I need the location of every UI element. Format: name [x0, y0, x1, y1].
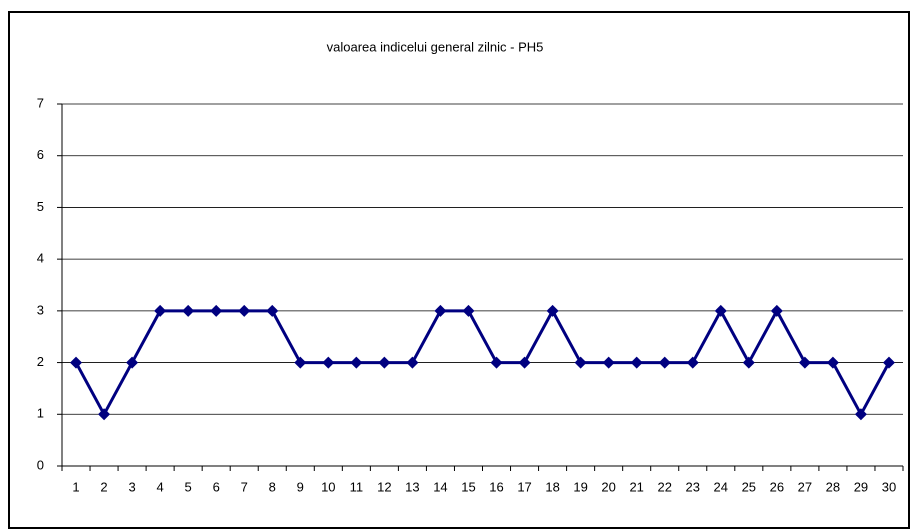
x-tick-label: 14: [433, 479, 447, 494]
point-marker: [182, 304, 195, 317]
y-tick-label: 5: [37, 199, 44, 214]
point-marker: [742, 356, 755, 369]
x-tick-label: 17: [517, 479, 531, 494]
point-marker: [826, 356, 839, 369]
x-tick-label: 19: [573, 479, 587, 494]
x-tick-label: 4: [156, 479, 163, 494]
point-marker: [406, 356, 419, 369]
point-marker: [630, 356, 643, 369]
y-tick-label: 6: [37, 147, 44, 162]
y-tick-label: 2: [37, 354, 44, 369]
x-tick-label: 18: [545, 479, 559, 494]
x-tick-label: 23: [686, 479, 700, 494]
point-marker: [686, 356, 699, 369]
point-marker: [126, 356, 139, 369]
point-marker: [546, 304, 559, 317]
x-tick-label: 2: [100, 479, 107, 494]
point-marker: [602, 356, 615, 369]
point-marker: [98, 408, 111, 421]
x-tick-label: 20: [601, 479, 615, 494]
y-tick-label: 0: [37, 457, 44, 472]
x-tick-label: 11: [350, 479, 364, 494]
x-tick-label: 9: [297, 479, 304, 494]
point-marker: [770, 304, 783, 317]
x-tick-label: 5: [185, 479, 192, 494]
x-tick-label: 12: [377, 479, 391, 494]
x-tick-label: 27: [798, 479, 812, 494]
point-marker: [378, 356, 391, 369]
y-tick-label: 3: [37, 302, 44, 317]
y-tick-label: 4: [37, 251, 44, 266]
x-tick-label: 1: [72, 479, 79, 494]
chart-frame: [8, 11, 910, 529]
x-tick-label: 8: [269, 479, 276, 494]
x-tick-label: 30: [882, 479, 896, 494]
point-marker: [574, 356, 587, 369]
point-marker: [462, 304, 475, 317]
point-marker: [322, 356, 335, 369]
point-marker: [350, 356, 363, 369]
y-tick-label: 1: [37, 406, 44, 421]
y-tick-label: 7: [37, 95, 44, 110]
point-marker: [210, 304, 223, 317]
point-marker: [294, 356, 307, 369]
x-tick-label: 25: [742, 479, 756, 494]
point-marker: [434, 304, 447, 317]
point-marker: [882, 356, 895, 369]
point-marker: [154, 304, 167, 317]
point-marker: [490, 356, 503, 369]
x-tick-label: 16: [489, 479, 503, 494]
x-tick-label: 22: [657, 479, 671, 494]
chart-title: valoarea indicelui general zilnic - PH5: [327, 39, 544, 54]
point-marker: [798, 356, 811, 369]
point-marker: [70, 356, 83, 369]
point-marker: [714, 304, 727, 317]
x-tick-label: 13: [405, 479, 419, 494]
x-tick-label: 24: [714, 479, 728, 494]
x-tick-label: 26: [770, 479, 784, 494]
x-tick-label: 29: [854, 479, 868, 494]
x-tick-label: 28: [826, 479, 840, 494]
x-tick-label: 10: [321, 479, 335, 494]
x-tick-label: 7: [241, 479, 248, 494]
point-marker: [854, 408, 867, 421]
point-marker: [266, 304, 279, 317]
x-tick-label: 3: [128, 479, 135, 494]
point-marker: [518, 356, 531, 369]
x-tick-label: 21: [629, 479, 643, 494]
point-marker: [658, 356, 671, 369]
x-tick-label: 6: [213, 479, 220, 494]
point-marker: [238, 304, 251, 317]
x-tick-label: 15: [461, 479, 475, 494]
